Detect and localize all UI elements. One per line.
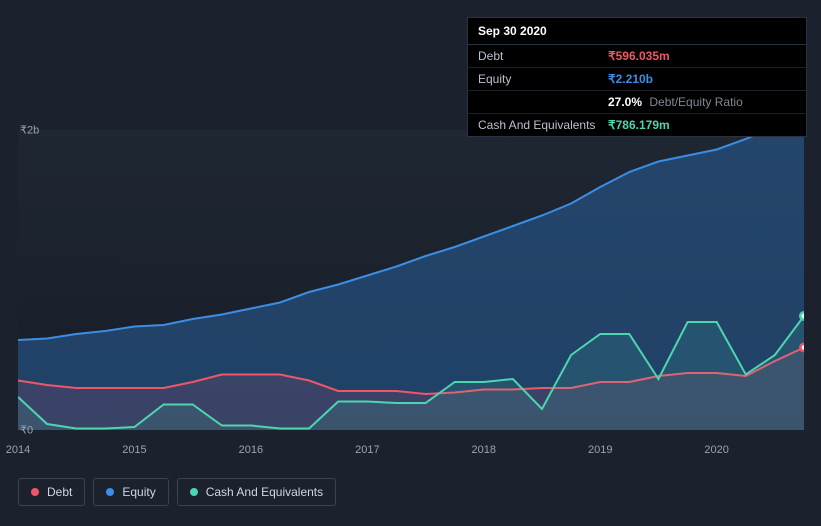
tooltip-row-cash: Cash And Equivalents ₹786.179m xyxy=(468,114,806,136)
legend-label: Debt xyxy=(47,485,72,499)
tooltip-row-ratio: 27.0% Debt/Equity Ratio xyxy=(468,91,806,114)
legend-label: Cash And Equivalents xyxy=(206,485,323,499)
x-axis-labels: 2014201520162017201820192020 xyxy=(18,444,804,464)
chart-container[interactable] xyxy=(18,120,804,460)
legend-item-debt[interactable]: Debt xyxy=(18,478,85,506)
tooltip-value: ₹786.179m xyxy=(608,118,670,132)
legend-item-cash[interactable]: Cash And Equivalents xyxy=(177,478,336,506)
tooltip-label: Debt xyxy=(478,49,608,63)
tooltip-label: Cash And Equivalents xyxy=(478,118,608,132)
legend-dot xyxy=(190,488,198,496)
x-axis-tick-label: 2014 xyxy=(6,444,30,456)
legend-label: Equity xyxy=(122,485,155,499)
x-axis-tick-label: 2018 xyxy=(472,444,496,456)
chart-tooltip: Sep 30 2020 Debt ₹596.035m Equity ₹2.210… xyxy=(467,17,807,137)
legend-dot xyxy=(31,488,39,496)
tooltip-value: 27.0% Debt/Equity Ratio xyxy=(608,95,743,109)
tooltip-value: ₹2.210b xyxy=(608,72,653,86)
x-axis-tick-label: 2020 xyxy=(704,444,728,456)
legend-item-equity[interactable]: Equity xyxy=(93,478,168,506)
tooltip-row-equity: Equity ₹2.210b xyxy=(468,68,806,91)
x-axis-tick-label: 2016 xyxy=(239,444,263,456)
tooltip-value: ₹596.035m xyxy=(608,49,670,63)
tooltip-label xyxy=(478,95,608,109)
x-axis-tick-label: 2017 xyxy=(355,444,379,456)
x-axis-tick-label: 2015 xyxy=(122,444,146,456)
tooltip-date: Sep 30 2020 xyxy=(468,18,806,45)
legend-dot xyxy=(106,488,114,496)
tooltip-row-debt: Debt ₹596.035m xyxy=(468,45,806,68)
chart-svg xyxy=(18,120,804,440)
chart-legend: Debt Equity Cash And Equivalents xyxy=(18,478,336,506)
x-axis-tick-label: 2019 xyxy=(588,444,612,456)
tooltip-label: Equity xyxy=(478,72,608,86)
